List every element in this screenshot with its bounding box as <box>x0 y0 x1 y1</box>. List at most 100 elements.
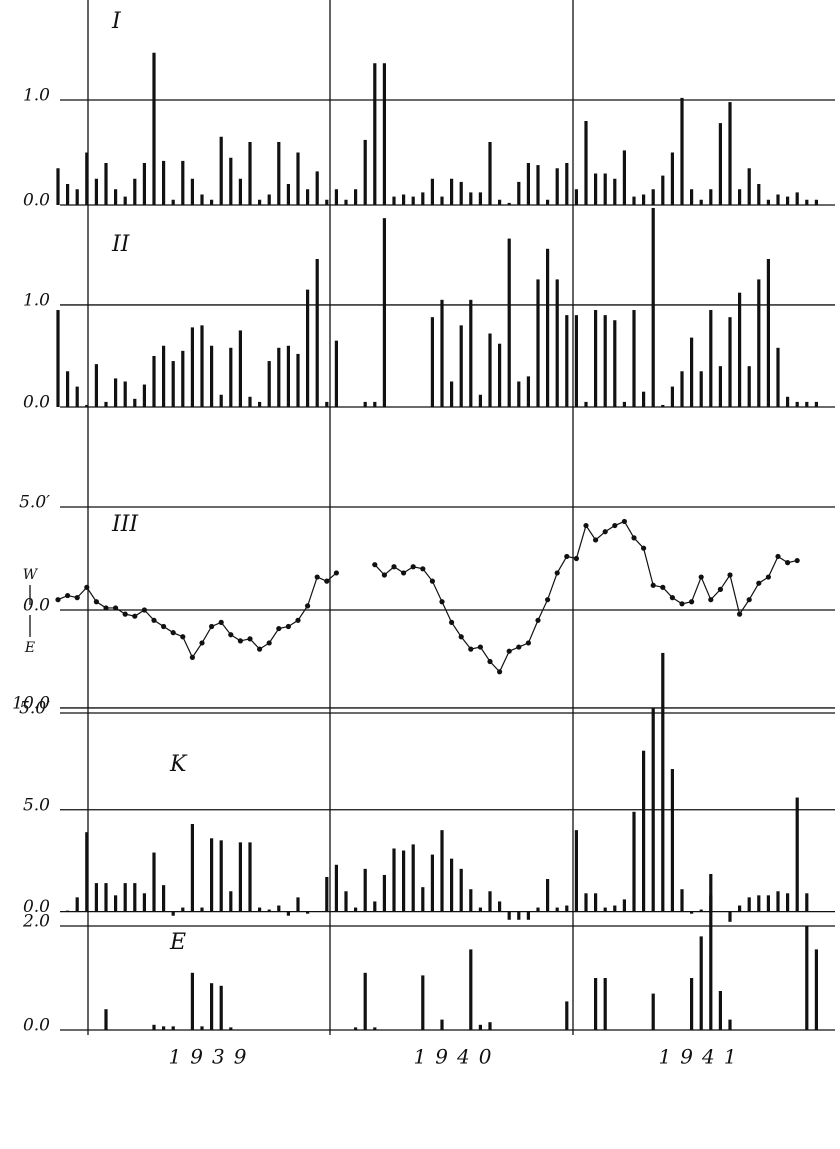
bar <box>162 160 166 205</box>
bar <box>133 178 137 205</box>
point <box>199 640 205 646</box>
bar <box>709 874 713 1030</box>
point <box>554 570 560 576</box>
bar <box>536 907 540 912</box>
point <box>314 574 320 580</box>
point <box>660 584 666 590</box>
bar <box>315 258 319 407</box>
bar <box>267 909 271 912</box>
bar <box>766 895 770 912</box>
point <box>410 564 416 570</box>
bar <box>728 1019 732 1030</box>
point <box>122 611 128 617</box>
bar <box>440 299 444 407</box>
bar <box>267 194 271 205</box>
bar <box>286 184 290 205</box>
point <box>84 584 90 590</box>
bar <box>670 152 674 205</box>
year-label: 1940 <box>414 1045 501 1069</box>
bar <box>690 337 694 407</box>
bar <box>805 199 809 205</box>
point <box>449 619 455 625</box>
bar <box>190 824 194 912</box>
point <box>525 640 532 646</box>
point <box>631 535 637 541</box>
point <box>602 529 608 535</box>
bar <box>411 196 415 205</box>
bar <box>152 852 156 912</box>
point <box>564 553 570 560</box>
y-tick-label: 2.0 <box>22 912 50 932</box>
bar <box>728 911 732 922</box>
bar <box>210 838 214 912</box>
bar <box>171 361 175 407</box>
bar <box>786 893 790 912</box>
year-label: 1941 <box>659 1045 746 1069</box>
direction-label: E <box>24 640 35 656</box>
bar <box>757 184 761 205</box>
point <box>276 625 282 632</box>
bar <box>517 181 521 205</box>
bar <box>210 199 214 205</box>
bar <box>565 1001 569 1030</box>
bar <box>536 279 540 407</box>
point <box>621 518 628 525</box>
point <box>170 630 176 636</box>
point <box>717 586 724 593</box>
point <box>228 632 234 638</box>
bar <box>219 394 223 407</box>
bar <box>382 63 386 205</box>
bar <box>190 178 194 205</box>
bar <box>277 347 281 407</box>
point <box>439 599 445 605</box>
bar <box>603 173 607 205</box>
bar <box>219 985 223 1030</box>
panel-label: I <box>111 9 122 34</box>
bar <box>94 178 98 205</box>
bar <box>622 401 626 407</box>
bar <box>584 893 588 912</box>
bar <box>171 911 175 916</box>
bar <box>430 854 434 912</box>
bar <box>363 139 367 205</box>
bar <box>450 858 454 912</box>
point <box>189 654 195 660</box>
bar <box>498 901 502 912</box>
bar <box>507 202 511 205</box>
bar <box>334 189 338 205</box>
bar <box>469 949 473 1030</box>
bar <box>690 189 694 205</box>
bar <box>162 345 166 407</box>
bar <box>651 993 655 1030</box>
bar <box>584 401 588 407</box>
bar <box>354 907 358 912</box>
point <box>141 607 147 613</box>
bar <box>805 893 809 912</box>
bar <box>594 978 598 1030</box>
bar <box>814 949 818 1030</box>
bar <box>814 199 818 205</box>
bar <box>594 893 598 912</box>
panel-label: K <box>169 752 188 777</box>
bar <box>718 991 722 1030</box>
bar <box>680 97 684 205</box>
point <box>746 597 752 603</box>
bar <box>776 347 780 407</box>
point <box>93 599 99 605</box>
bar <box>104 1009 108 1030</box>
bar <box>190 327 194 407</box>
y-tick-label: 0.0 <box>23 897 50 917</box>
bar <box>66 184 70 205</box>
bar <box>469 192 473 205</box>
bar <box>286 345 290 407</box>
point <box>593 537 599 543</box>
bar <box>200 1026 204 1030</box>
bar <box>594 173 598 205</box>
bar <box>66 910 70 912</box>
direction-label: W <box>23 567 39 583</box>
point <box>55 597 61 603</box>
bar <box>805 926 809 1030</box>
point <box>132 613 138 619</box>
bar <box>421 975 425 1030</box>
